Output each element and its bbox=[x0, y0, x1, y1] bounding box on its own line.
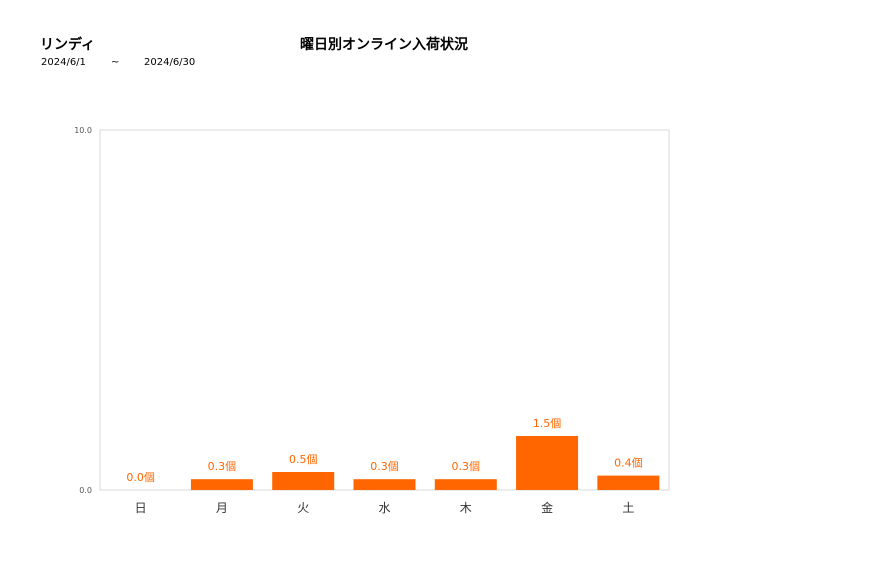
x-tick-label-3: 水 bbox=[378, 501, 390, 515]
date-to: 2024/6/30 bbox=[144, 57, 196, 68]
bar-3 bbox=[353, 479, 416, 490]
x-tick-label-1: 月 bbox=[216, 501, 228, 515]
date-separator: ~ bbox=[111, 57, 120, 68]
store-name: リンディ bbox=[40, 37, 96, 53]
x-tick-label-2: 火 bbox=[297, 501, 309, 515]
y-tick-label-min: 0.0 bbox=[79, 486, 92, 495]
x-tick-label-5: 金 bbox=[541, 500, 553, 515]
bar-value-label-5: 1.5個 bbox=[533, 417, 562, 430]
bar-4 bbox=[434, 479, 497, 490]
bar-value-label-4: 0.3個 bbox=[452, 460, 481, 473]
bar-value-label-0: 0.0個 bbox=[126, 471, 155, 484]
bar-value-label-6: 0.4個 bbox=[614, 457, 643, 470]
bar-6 bbox=[597, 475, 660, 490]
chart-title: 曜日別オンライン入荷状況 bbox=[300, 37, 468, 53]
x-tick-label-4: 木 bbox=[460, 501, 472, 515]
y-tick-label-max: 10.0 bbox=[74, 126, 92, 135]
bar-value-label-1: 0.3個 bbox=[208, 460, 237, 473]
date-from: 2024/6/1 bbox=[41, 57, 86, 68]
plot-area bbox=[99, 129, 670, 491]
bar-2 bbox=[272, 472, 335, 490]
x-tick-label-0: 日 bbox=[135, 501, 147, 515]
x-tick-label-6: 土 bbox=[622, 501, 634, 515]
bar-value-label-2: 0.5個 bbox=[289, 453, 318, 466]
bar-value-label-3: 0.3個 bbox=[370, 460, 399, 473]
bar-1 bbox=[190, 479, 253, 490]
bar-5 bbox=[516, 436, 579, 490]
